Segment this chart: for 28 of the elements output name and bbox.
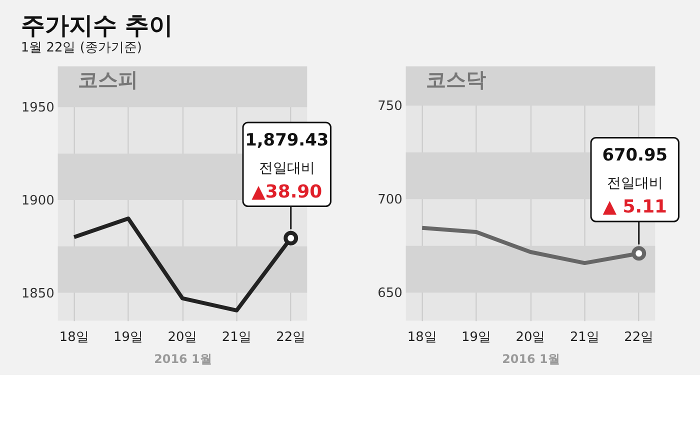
- x-tick-label: 22일: [624, 330, 654, 346]
- chart-title: 주가지수 추이: [20, 11, 174, 40]
- x-axis-title: 2016 1월: [154, 352, 212, 366]
- annotation: 전일대비: [606, 176, 663, 192]
- x-tick-label: 21일: [570, 330, 600, 346]
- y-tick-label: 1900: [21, 193, 54, 208]
- x-tick-label: 18일: [59, 330, 89, 346]
- annotation: 전일대비: [258, 160, 315, 176]
- annotation: ▲38.90: [252, 181, 322, 202]
- x-tick-label: 18일: [407, 330, 437, 346]
- chart-subtitle: 1월 22일 (종가기준): [20, 40, 142, 56]
- annotation: 670.95: [602, 144, 668, 165]
- x-axis-title: 2016 1월: [502, 352, 560, 366]
- annotation: ▲ 5.11: [602, 196, 668, 218]
- x-tick-label: 19일: [462, 330, 492, 346]
- text: 코스피: [78, 67, 138, 92]
- y-tick-label: 1950: [21, 100, 54, 116]
- annotation: 1,879.43: [245, 129, 329, 150]
- y-tick-label: 700: [378, 192, 402, 208]
- x-tick-label: 19일: [114, 330, 144, 346]
- x-tick-label: 20일: [516, 330, 546, 346]
- x-tick-label: 22일: [276, 330, 306, 346]
- x-tick-label: 21일: [222, 330, 252, 346]
- y-tick-label: 650: [378, 286, 402, 302]
- y-tick-label: 750: [378, 99, 402, 114]
- y-tick-label: 1850: [21, 286, 54, 302]
- text: 코스닥: [426, 67, 486, 92]
- x-tick-label: 20일: [168, 330, 198, 346]
